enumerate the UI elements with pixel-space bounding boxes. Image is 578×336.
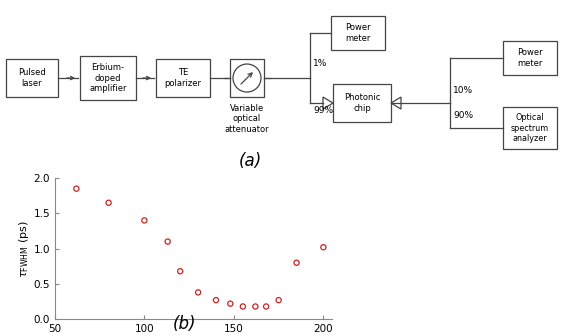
Bar [80, 56, 136, 100]
Bar [503, 41, 557, 75]
Text: Variable
optical
attenuator: Variable optical attenuator [225, 104, 269, 134]
Point [274, 297, 283, 303]
Point [140, 218, 149, 223]
Text: Power
meter: Power meter [345, 23, 371, 43]
Point [212, 297, 221, 303]
Point [104, 200, 113, 206]
Point [194, 290, 203, 295]
Text: Power
meter: Power meter [517, 48, 543, 68]
Text: 10%: 10% [453, 86, 473, 95]
Bar [503, 107, 557, 149]
Point [261, 304, 271, 309]
Text: TE
polarizer: TE polarizer [165, 68, 202, 88]
Text: Photonic
chip: Photonic chip [344, 93, 380, 113]
Point [163, 239, 172, 244]
Text: 1%: 1% [313, 59, 327, 68]
Point [319, 245, 328, 250]
Bar [156, 59, 210, 97]
Text: 99%: 99% [313, 106, 333, 115]
Point [176, 268, 185, 274]
Point [225, 301, 235, 306]
Bar [331, 16, 385, 50]
Point [72, 186, 81, 192]
Text: 90%: 90% [453, 111, 473, 120]
Bar [6, 59, 58, 97]
Text: (b): (b) [173, 314, 197, 333]
Bar [333, 84, 391, 122]
Point [292, 260, 301, 265]
Text: Erbium-
doped
amplifier: Erbium- doped amplifier [89, 63, 127, 93]
Text: Pulsed
laser: Pulsed laser [18, 68, 46, 88]
Y-axis label: $\tau_{\mathrm{FWHM}}$ (ps): $\tau_{\mathrm{FWHM}}$ (ps) [17, 220, 31, 278]
Text: Optical
spectrum
analyzer: Optical spectrum analyzer [511, 113, 549, 143]
Point [238, 304, 247, 309]
Bar [230, 59, 264, 97]
Text: (a): (a) [238, 152, 262, 170]
Point [251, 304, 260, 309]
